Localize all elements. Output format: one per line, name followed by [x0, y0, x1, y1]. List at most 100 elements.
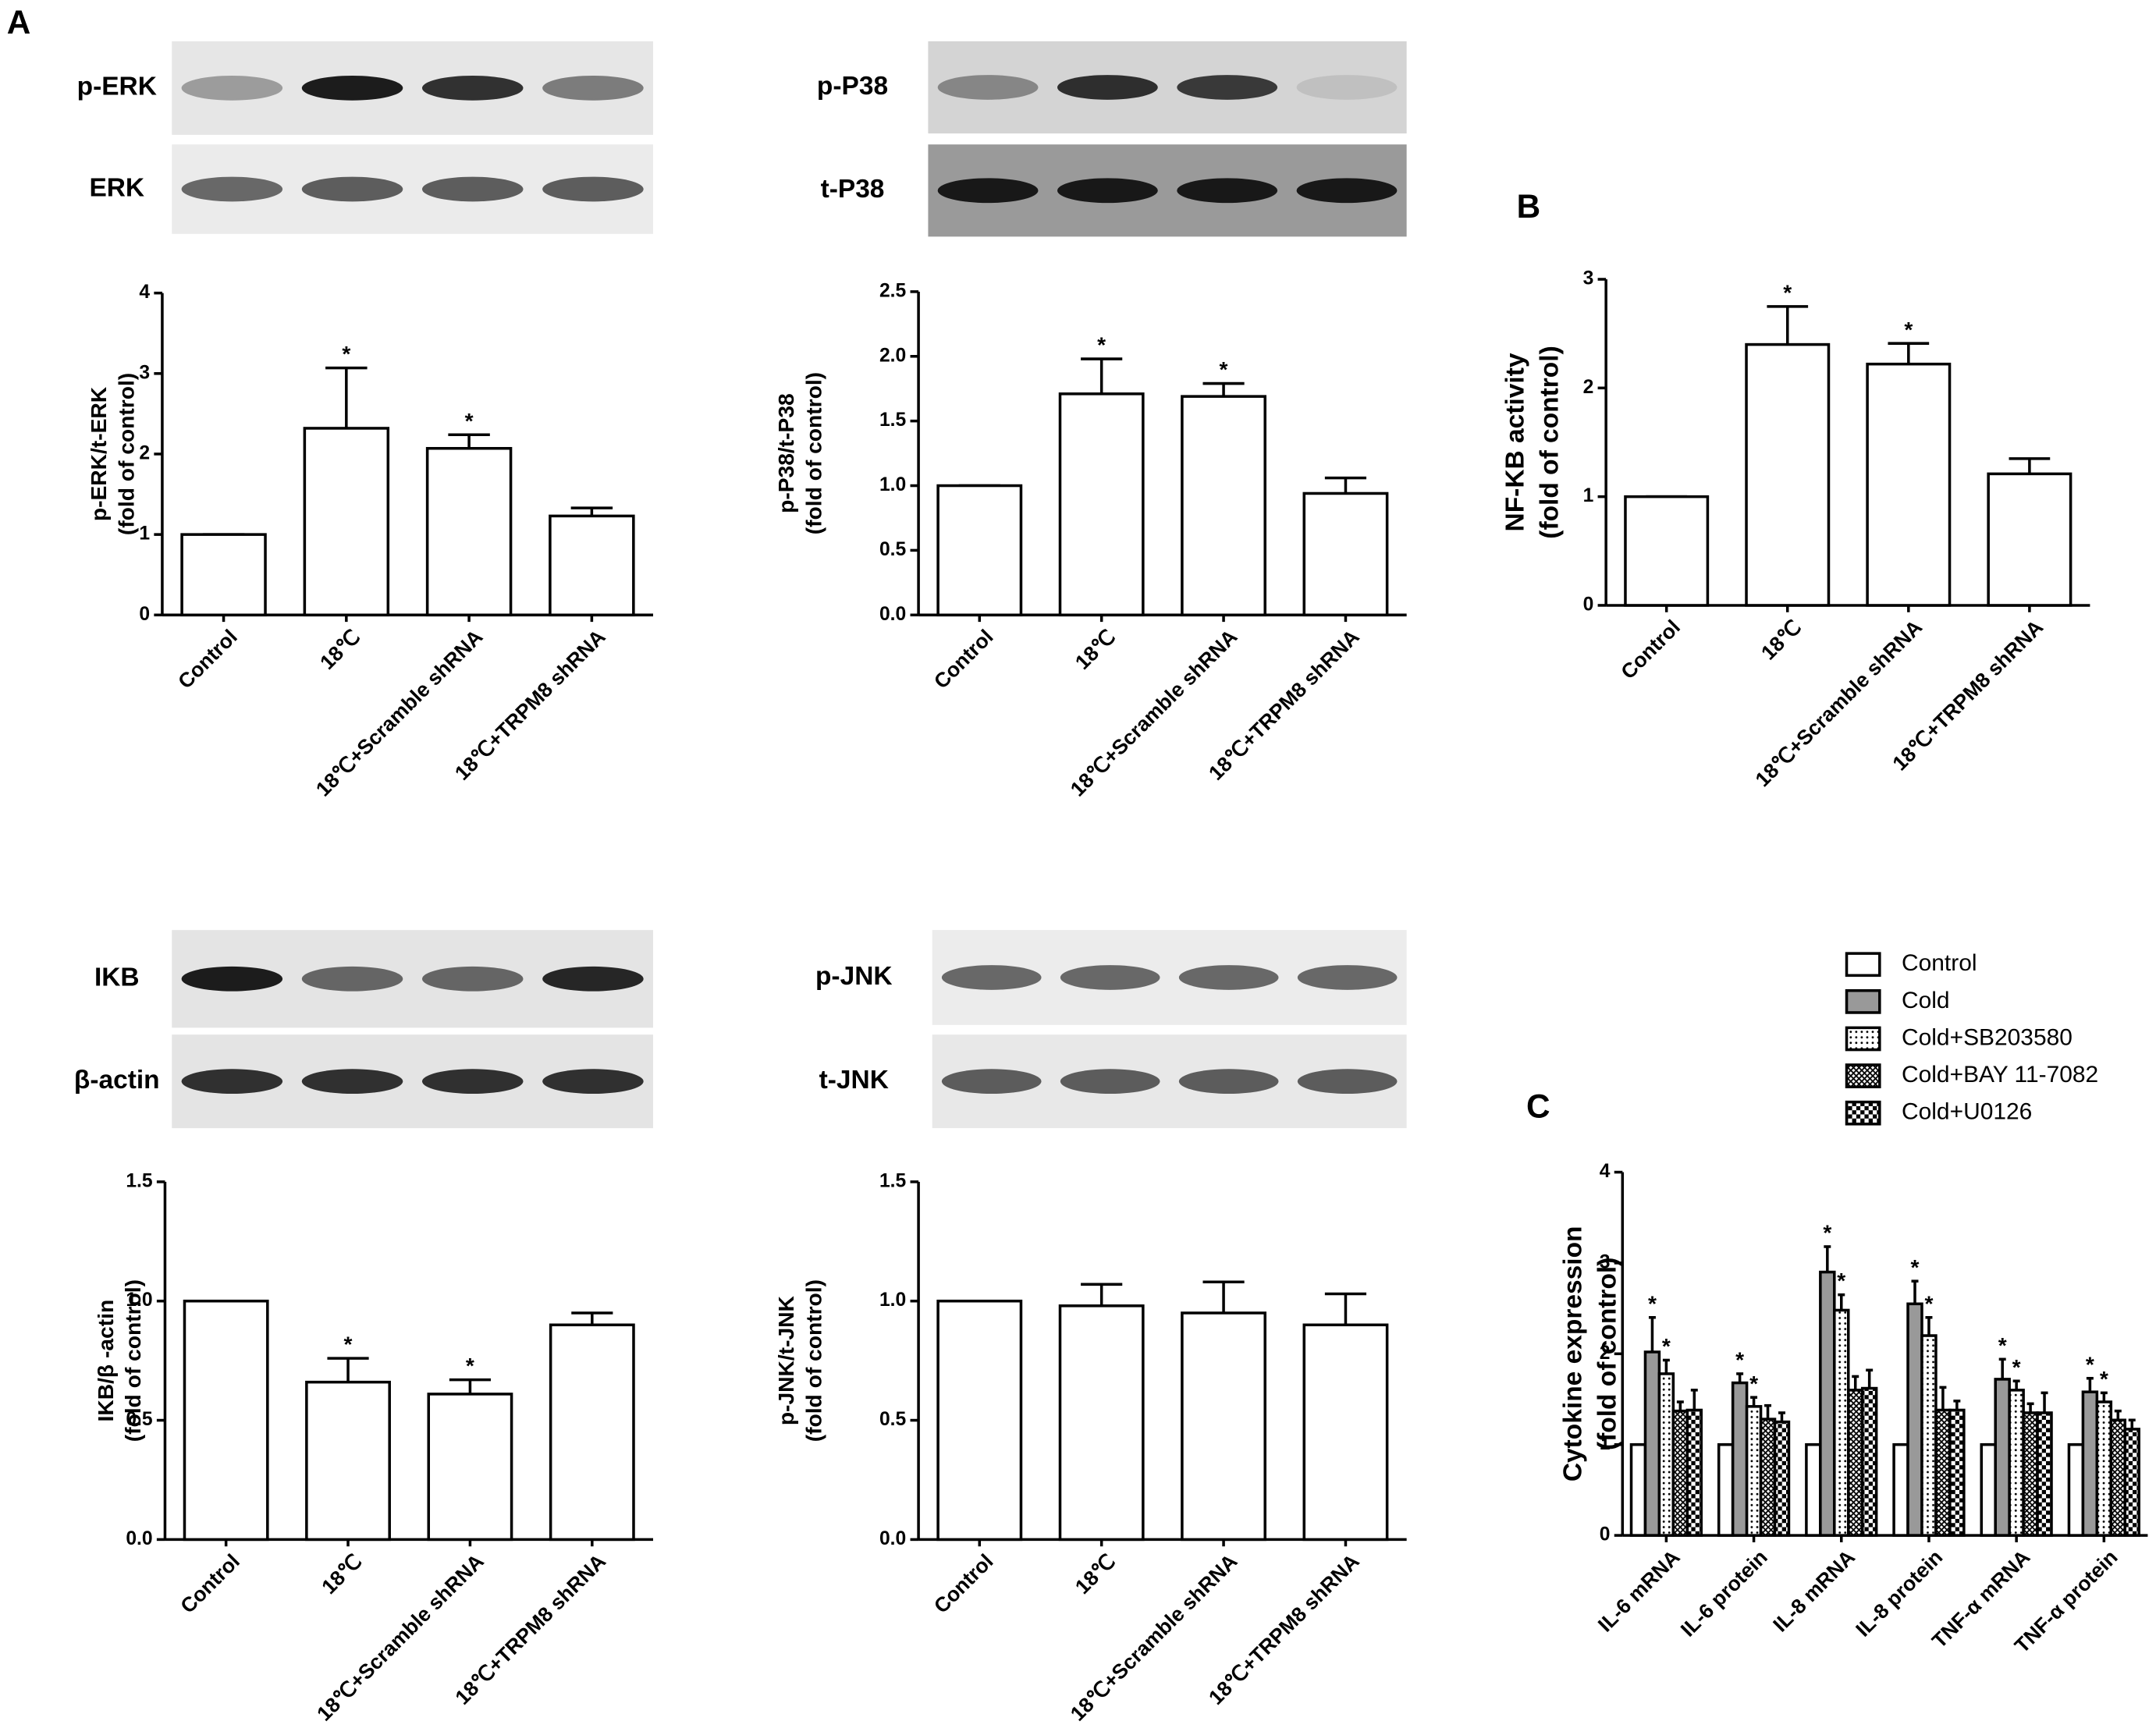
legend-swatch [1845, 988, 1881, 1014]
bar [1833, 1308, 1850, 1537]
y-tick-label: 0 [1583, 594, 1594, 615]
significance-marker: * [1783, 279, 1792, 304]
bar [183, 1299, 269, 1542]
blot-band [1178, 1069, 1279, 1095]
blot-band [301, 176, 403, 202]
x-tick-label: IL-6 mRNA [1593, 1545, 1685, 1637]
significance-marker: * [2012, 1354, 2021, 1379]
bar [1302, 491, 1389, 617]
bar [1906, 1302, 1923, 1537]
bar [1058, 392, 1145, 617]
y-axis-label: (fold of control) [120, 1279, 145, 1442]
significance-marker: * [1749, 1371, 1758, 1396]
bar [1181, 1311, 1266, 1542]
bar [1731, 1381, 1749, 1537]
x-tick-label: IL-8 protein [1851, 1545, 1947, 1641]
bar [427, 1393, 513, 1542]
significance-marker: * [1097, 332, 1106, 357]
blot-band [1057, 178, 1158, 204]
y-tick-label: 2.0 [879, 345, 906, 366]
legend-label: Cold+BAY 11-7082 [1902, 1062, 2098, 1088]
y-tick-label: 4 [1600, 1161, 1611, 1182]
bar [1717, 1442, 1735, 1537]
significance-marker: * [342, 341, 350, 366]
blot-band [301, 966, 403, 992]
y-tick-label: 2.5 [879, 280, 907, 301]
significance-marker: * [1735, 1347, 1744, 1371]
bar [1920, 1334, 1938, 1537]
x-tick-label: Control [173, 625, 242, 694]
blot-band [937, 178, 1039, 204]
bar [1624, 495, 1710, 607]
blot-band [421, 176, 524, 202]
blot-band [1296, 75, 1398, 100]
y-axis-label: p-ERK/t-ERK [86, 386, 111, 521]
y-axis-label: p-P38/t-P38 [773, 393, 798, 513]
blot-band [542, 75, 644, 101]
blot-band [941, 965, 1042, 990]
blot-band [421, 1069, 524, 1095]
panel-label: C [1526, 1088, 1550, 1125]
significance-marker: * [1998, 1332, 2007, 1357]
bar [1866, 362, 1952, 607]
legend-label: Cold+U0126 [1902, 1099, 2032, 1125]
bar [425, 446, 513, 617]
bar [1745, 1405, 1763, 1537]
bar [1994, 1378, 2011, 1537]
y-axis-label: (fold of control) [1593, 1258, 1622, 1450]
significance-marker: * [1904, 317, 1913, 342]
y-axis-label: (fold of control) [801, 1279, 826, 1442]
bar [1934, 1408, 1952, 1537]
y-tick-label: 1.5 [126, 1170, 153, 1191]
blot-band [1297, 965, 1398, 990]
bar [1302, 1323, 1389, 1542]
bar [1980, 1442, 1997, 1537]
y-tick-label: 0 [1600, 1524, 1611, 1545]
y-tick-label: 1 [1583, 485, 1594, 506]
bar [1892, 1442, 1909, 1537]
blot-band [941, 1069, 1042, 1095]
panel-label: B [1517, 188, 1541, 225]
y-tick-label: 1 [1600, 1433, 1611, 1454]
bar [1181, 395, 1266, 617]
bar [936, 1299, 1023, 1542]
y-axis-label: IKB/β -actin [93, 1300, 118, 1422]
x-tick-label: Control [929, 1549, 998, 1618]
bar [2123, 1428, 2140, 1537]
blot-band [542, 176, 644, 202]
y-tick-label: 0.5 [126, 1409, 153, 1430]
blot-label: ERK [89, 173, 144, 202]
y-tick-label: 3 [1600, 1251, 1611, 1272]
significance-marker: * [2086, 1351, 2094, 1376]
y-tick-label: 1.0 [126, 1290, 152, 1311]
x-tick-label: 18℃ [1071, 1549, 1120, 1598]
legend-swatch [1845, 1063, 1881, 1088]
blot-label: t-JNK [819, 1066, 889, 1095]
significance-marker: * [1911, 1254, 1920, 1279]
blot-band [181, 1069, 283, 1095]
legend-label: Cold+SB203580 [1902, 1024, 2073, 1050]
y-axis-label: NF-KB activity [1501, 353, 1529, 531]
bar [180, 533, 267, 617]
bar [1657, 1372, 1675, 1537]
blot-band [1177, 178, 1278, 204]
bar [1745, 342, 1831, 607]
legend-label: Control [1902, 950, 1977, 976]
x-tick-label: 18℃ [315, 625, 364, 674]
blot-band [181, 176, 283, 202]
blot-band [1060, 965, 1160, 990]
legend-label: Cold [1902, 988, 1950, 1013]
significance-marker: * [1924, 1290, 1933, 1315]
blot-band [181, 75, 283, 101]
y-tick-label: 2 [1600, 1343, 1611, 1364]
x-tick-label: Control [176, 1549, 244, 1618]
x-tick-label: 18℃ [317, 1549, 366, 1598]
bar [1805, 1442, 1822, 1537]
bar [549, 514, 635, 617]
bar [2036, 1411, 2053, 1537]
y-tick-label: 1.0 [879, 474, 906, 495]
bar [1987, 472, 2073, 607]
bar [936, 484, 1023, 617]
